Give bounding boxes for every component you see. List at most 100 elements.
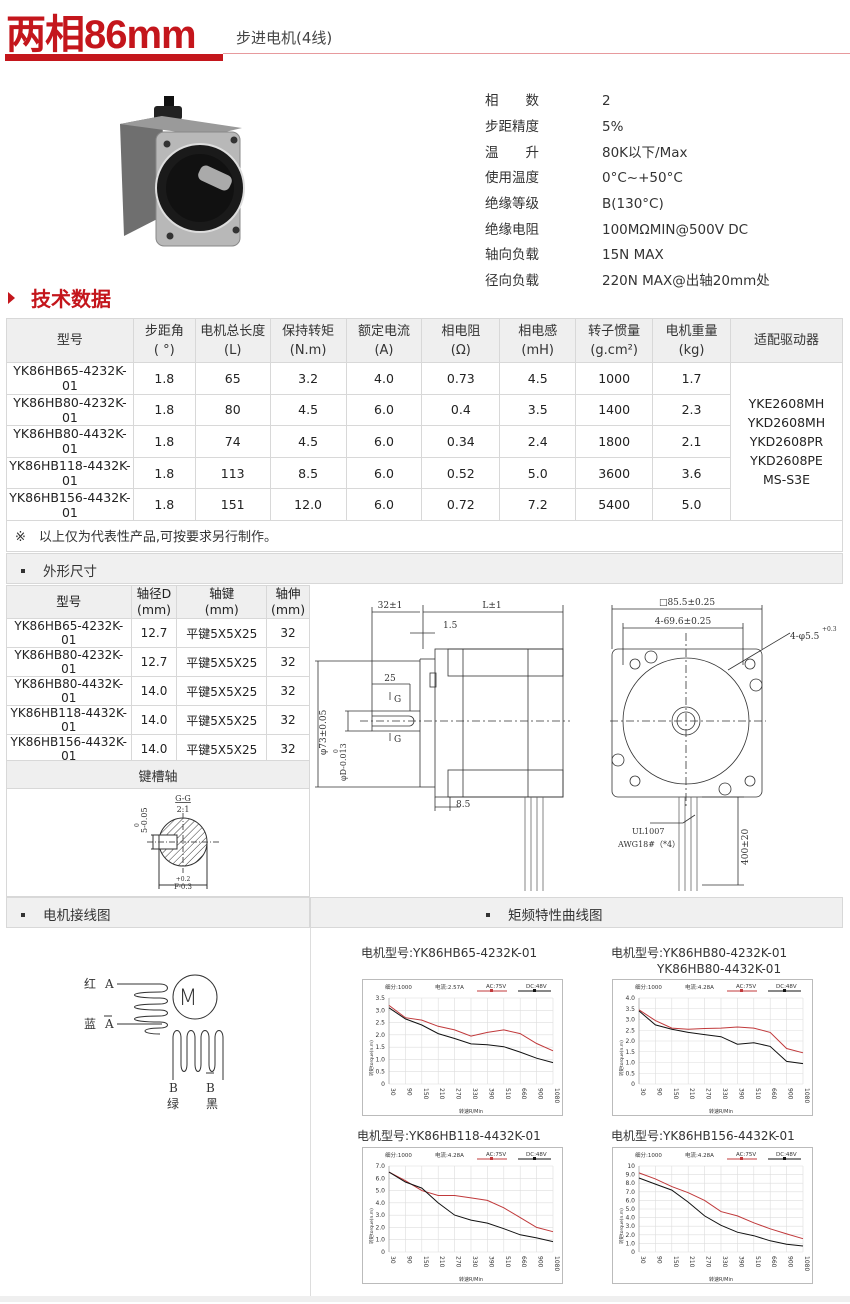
- column-header-label: 电机总长度: [200, 323, 266, 339]
- column-header-unit: (mm): [270, 602, 306, 617]
- spec-value: 100MΩMIN@500V DC: [602, 222, 749, 238]
- y-tick-label: 4.0: [625, 1215, 635, 1222]
- keyway-drawing-box: G-G 2:1 5-0.05 0 +0.2 F-0.3: [6, 789, 310, 897]
- table-cell: 5400: [575, 488, 654, 521]
- y-tick-label: 2.0: [625, 1038, 635, 1045]
- dimensions-heading-text: 外形尺寸: [43, 564, 97, 580]
- torque-curves-heading-text: 矩频特性曲线图: [508, 908, 603, 924]
- spec-label: 温 升: [485, 145, 539, 161]
- column-header-label: 相电阻: [441, 323, 481, 339]
- table-cell: 1.7: [652, 362, 731, 395]
- table-cell: 0.73: [421, 362, 501, 395]
- x-tick-label: 90: [405, 1088, 412, 1096]
- spec-row: 相 数 2: [485, 89, 611, 109]
- column-header-label: 额定电流: [357, 323, 410, 339]
- body-length-label: L±1: [482, 601, 501, 611]
- chart-info-current: 电流:4.28A: [685, 1151, 714, 1159]
- column-header-label: 轴键: [209, 586, 235, 601]
- table-cell: 2.3: [652, 393, 731, 427]
- table-cell: 1000: [575, 362, 654, 395]
- legend-dc-label: DC:48V: [776, 984, 797, 990]
- x-tick-label: 30: [389, 1088, 396, 1096]
- x-tick-label: 390: [737, 1256, 744, 1268]
- y-tick-label: 1.5: [375, 1044, 385, 1051]
- x-tick-label: 30: [639, 1256, 646, 1264]
- table-cell: 1.8: [132, 362, 196, 395]
- x-tick-label: 90: [405, 1256, 412, 1264]
- ac-torque-curve: [388, 1004, 554, 1052]
- y-tick-label: 0.5: [625, 1070, 635, 1077]
- chart-svg: 细分:1000 电流:4.28A AC:75V DC:48V 30 90 150 210 270…: [618, 983, 810, 1115]
- table-row: YK86HB80-4432K-01 14.0 平键5X5X25 32: [6, 676, 310, 706]
- y-tick-label: 1.0: [375, 1056, 385, 1063]
- chart-svg: 细分:1000 电流:4.28A AC:75V DC:48V 30 90 150 210 270…: [618, 1151, 810, 1283]
- table-cell: 1.8: [132, 456, 196, 490]
- torque-curves-heading: 矩频特性曲线图: [310, 897, 843, 928]
- wiring-diagram: M 红 A 蓝 A B 绿 B 黑: [84, 974, 224, 1111]
- mounting-holes-tolerance: +0.3: [822, 626, 837, 633]
- torque-chart-3: 细分:1000 电流:4.28A AC:75V DC:48V 30 90 150 210 270…: [362, 1147, 563, 1284]
- table-cell: 6.0: [345, 488, 423, 521]
- table-cell: 6.0: [345, 425, 423, 458]
- dc-torque-curve: [638, 1010, 804, 1065]
- table-cell: 4.5: [499, 362, 577, 395]
- y-axis-label: 转矩torque(n.m): [368, 1208, 375, 1244]
- column-header: 适配驱动器: [729, 318, 844, 363]
- table-cell: 65: [194, 362, 271, 395]
- legend-ac-marker: [740, 989, 743, 992]
- y-tick-label: 2.5: [375, 1020, 385, 1027]
- table-cell: 151: [194, 488, 271, 521]
- column-header-label: 适配驱动器: [753, 333, 819, 348]
- column-header: 步距角 ( °): [132, 318, 196, 363]
- table-row: YK86HB80-4232K-01 12.7 平键5X5X25 32: [6, 647, 310, 677]
- table-cell: 0.4: [421, 393, 501, 427]
- title-divider: [223, 53, 850, 54]
- y-tick-label: 5.0: [625, 1206, 635, 1213]
- compatible-drivers-cell: YKE2608MH YKD2608MH YKD2608PR YKD2608PE MS-S…: [729, 362, 844, 521]
- legend-ac-label: AC:75V: [736, 984, 756, 990]
- triangle-right-icon: [8, 292, 15, 304]
- table-cell: 7.2: [499, 488, 577, 521]
- table-cell: 14.0: [130, 734, 178, 764]
- spec-value: B(130°C): [602, 196, 664, 212]
- column-header-label: 步距角: [144, 323, 184, 339]
- table-cell: YK86HB118-4432K-01: [6, 705, 132, 735]
- x-tick-label: 510: [754, 1256, 761, 1268]
- mounting-holes-label: 4-φ5.5: [790, 632, 820, 642]
- table-cell: 14.0: [130, 705, 178, 735]
- column-header-unit: (N.m): [289, 342, 327, 358]
- table-cell: 4.5: [269, 393, 347, 427]
- x-tick-label: 270: [705, 1256, 712, 1268]
- table-cell: 32: [266, 618, 310, 648]
- y-tick-label: 0.5: [375, 1069, 385, 1076]
- x-tick-label: 390: [487, 1088, 494, 1100]
- table-cell: YK86HB65-4232K-01: [6, 618, 132, 648]
- chart-info-current: 电流:4.28A: [685, 983, 714, 991]
- wire-a-color: 红: [84, 976, 96, 991]
- x-tick-label: 270: [455, 1088, 462, 1100]
- table-cell: 14.0: [130, 676, 178, 706]
- y-axis-label: 转矩torque(n.m): [618, 1208, 625, 1244]
- shaft-diameter-label: φD-0.013: [339, 743, 348, 781]
- chart-title: 电机型号:YK86HB65-4232K-01: [361, 946, 538, 960]
- table-header-row: 型号 步距角( °) 电机总长度 (L) 保持转矩 (N.m) 额定电流 (A) 相电阻 (Ω) 相…: [6, 318, 844, 363]
- keyway-heading: 键槽轴: [6, 760, 310, 789]
- legend-dc-label: DC:48V: [776, 1152, 797, 1158]
- table-cell: 12.7: [130, 647, 178, 677]
- x-tick-label: 1080: [553, 1088, 560, 1103]
- table-cell: 1.8: [132, 393, 196, 427]
- column-header-label: 轴伸: [275, 586, 301, 601]
- column-header-unit: (mm): [204, 602, 239, 617]
- shaft-length-label: 32±1: [378, 601, 403, 611]
- spec-label: 径向负载: [485, 273, 539, 289]
- x-axis-label: 转速R/Min: [709, 1276, 733, 1283]
- chart-info-subdivision: 细分:1000: [385, 1151, 412, 1159]
- column-header-unit: (kg): [678, 342, 705, 358]
- tech-data-heading-text: 技术数据: [31, 287, 111, 311]
- table-cell: YK86HB80-4432K-01: [6, 676, 132, 706]
- keyway-width-upper: 0: [134, 823, 141, 827]
- column-header-label: 轴径D: [136, 586, 172, 601]
- table-cell: 32: [266, 705, 310, 735]
- y-tick-label: 2.5: [625, 1027, 635, 1034]
- chart-info-current: 电流:2.57A: [435, 983, 464, 991]
